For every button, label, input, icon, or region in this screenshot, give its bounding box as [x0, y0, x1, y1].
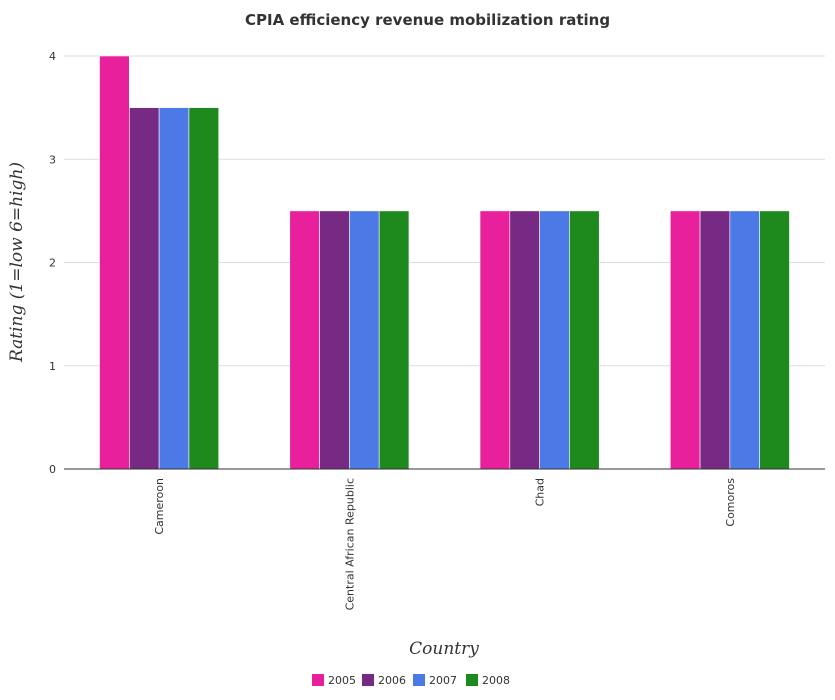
- bar-2005-cameroon: [99, 55, 130, 470]
- chart-title: CPIA efficiency revenue mobilization rat…: [245, 11, 610, 29]
- bar-2007-comoros: [729, 210, 760, 470]
- bar-2008-cameroon: [188, 107, 220, 470]
- y-tick-label: 0: [49, 463, 56, 476]
- bar-2007-central-african-republic: [349, 210, 380, 470]
- bar-2006-central-african-republic: [319, 210, 350, 470]
- legend-label-2006: 2006: [378, 674, 406, 687]
- bar-2008-comoros: [759, 210, 790, 470]
- bar-2006-chad: [509, 210, 540, 470]
- x-tick-label: Central African Republic: [343, 478, 356, 610]
- legend-swatch-2005: [312, 674, 324, 686]
- legend-swatch-2008: [466, 674, 478, 686]
- x-tick-label: Comoros: [724, 478, 737, 527]
- legend-swatch-2007: [413, 674, 425, 686]
- legend-swatch-2006: [362, 674, 374, 686]
- bar-2005-central-african-republic: [289, 210, 320, 470]
- y-tick-label: 3: [49, 153, 56, 166]
- bar-2008-chad: [569, 210, 600, 470]
- bar-2006-comoros: [699, 210, 731, 470]
- y-tick-label: 2: [49, 257, 56, 270]
- bar-2008-central-african-republic: [378, 210, 410, 470]
- bar-2007-cameroon: [158, 107, 190, 470]
- x-axis-ticks: Cameroon Central African Republic Chad Como…: [153, 478, 737, 611]
- bars: [99, 55, 790, 470]
- x-axis-label: Country: [409, 639, 479, 659]
- bar-2006-cameroon: [129, 107, 160, 470]
- y-tick-label: 4: [49, 50, 56, 63]
- legend-label-2007: 2007: [429, 674, 457, 687]
- bar-2005-comoros: [669, 210, 701, 470]
- y-axis-ticks: 0 1 2 3 4: [49, 50, 56, 476]
- x-tick-label: Chad: [534, 478, 547, 506]
- y-tick-label: 1: [49, 360, 56, 373]
- x-tick-label: Cameroon: [153, 478, 166, 535]
- legend-label-2005: 2005: [328, 674, 356, 687]
- bar-2005-chad: [479, 210, 511, 470]
- legend-label-2008: 2008: [482, 674, 510, 687]
- y-axis-label: Rating (1=low 6=high): [7, 162, 27, 363]
- bar-2007-chad: [539, 210, 570, 470]
- legend: 2005 2006 2007 2008: [312, 674, 510, 687]
